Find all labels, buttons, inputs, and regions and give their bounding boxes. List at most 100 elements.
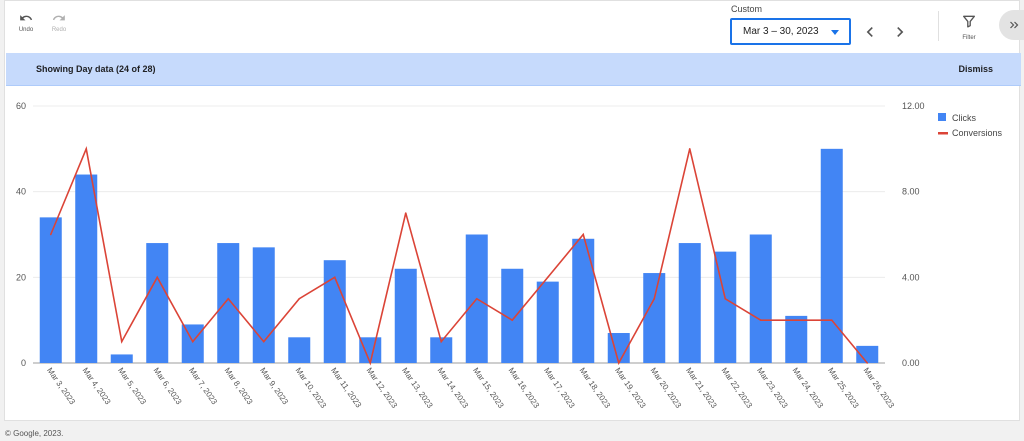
- redo-button[interactable]: Redo: [44, 11, 74, 33]
- y-left-tick-label: 0: [21, 358, 26, 368]
- x-tick-label: Mar 24, 2023: [791, 366, 826, 410]
- conversions-point: [191, 340, 194, 343]
- x-tick-label: Mar 4, 2023: [81, 366, 113, 407]
- x-tick-label: Mar 5, 2023: [116, 366, 148, 407]
- banner-message: Showing Day data (24 of 28): [36, 64, 156, 74]
- filter-label: Filter: [962, 35, 976, 41]
- chevron-right-icon: [897, 27, 904, 37]
- redo-icon: [52, 15, 65, 21]
- y-left-tick-label: 60: [16, 101, 26, 111]
- previous-period-button[interactable]: [860, 22, 880, 42]
- date-range-value: Mar 3 – 30, 2023: [743, 26, 819, 37]
- undo-button[interactable]: Undo: [11, 11, 41, 33]
- x-tick-label: Mar 22, 2023: [720, 366, 755, 410]
- x-tick-label: Mar 26, 2023: [862, 366, 897, 410]
- conversions-point: [475, 297, 478, 300]
- clicks-bar: [252, 247, 275, 363]
- legend-clicks-swatch: [938, 113, 946, 121]
- x-tick-label: Mar 15, 2023: [471, 366, 506, 410]
- x-tick-label: Mar 16, 2023: [507, 366, 542, 410]
- conversions-point: [227, 297, 230, 300]
- clicks-bar: [110, 354, 133, 363]
- conversions-point: [156, 276, 159, 279]
- x-tick-label: Mar 13, 2023: [400, 366, 435, 410]
- chevron-left-icon: [866, 27, 873, 37]
- conversions-point: [440, 340, 443, 343]
- clicks-bar: [359, 337, 382, 363]
- clicks-bar: [749, 234, 772, 363]
- conversions-point: [85, 148, 88, 150]
- dropdown-caret-icon: [831, 30, 839, 35]
- undo-label: Undo: [18, 27, 34, 33]
- clicks-bar: [288, 337, 311, 363]
- x-tick-label: Mar 10, 2023: [294, 366, 329, 410]
- y-right-tick-label: 8.00: [902, 187, 920, 197]
- x-tick-label: Mar 11, 2023: [329, 366, 363, 410]
- y-right-tick-label: 0.00: [902, 358, 920, 368]
- clicks-bar: [678, 243, 701, 363]
- x-tick-label: Mar 8, 2023: [223, 366, 255, 407]
- filter-button[interactable]: Filter: [955, 13, 983, 41]
- legend-conversions-swatch: [938, 132, 948, 135]
- conversions-point: [120, 340, 123, 343]
- y-right-tick-label: 4.00: [902, 272, 920, 282]
- clicks-bar: [75, 174, 98, 363]
- copyright-footer: © Google, 2023.: [5, 429, 64, 438]
- conversions-point: [724, 297, 727, 300]
- conversions-point: [795, 319, 798, 321]
- conversions-point: [369, 362, 372, 364]
- clicks-bar: [643, 273, 666, 363]
- y-right-tick-label: 12.00: [902, 101, 925, 111]
- clicks-bar: [572, 238, 595, 363]
- undo-icon: [20, 15, 33, 21]
- report-frame: Undo Redo Custom Mar 3 – 30, 2023 Filter…: [4, 0, 1024, 421]
- clicks-bar: [146, 243, 169, 363]
- clicks-bar: [536, 281, 559, 363]
- clicks-bar: [430, 337, 453, 363]
- clicks-bar: [501, 268, 524, 363]
- clicks-bar: [39, 217, 62, 363]
- x-tick-label: Mar 20, 2023: [649, 366, 684, 410]
- clicks-bar: [394, 268, 417, 363]
- filter-icon: [963, 15, 975, 28]
- clicks-bar: [217, 243, 240, 363]
- x-tick-label: Mar 7, 2023: [187, 366, 219, 407]
- x-tick-label: Mar 9, 2023: [258, 366, 290, 407]
- next-period-button[interactable]: [890, 22, 910, 42]
- x-tick-label: Mar 19, 2023: [613, 366, 648, 410]
- y-left-tick-label: 20: [16, 272, 26, 282]
- clicks-bar: [714, 251, 737, 363]
- conversions-point: [866, 362, 869, 364]
- x-tick-label: Mar 6, 2023: [152, 366, 184, 407]
- clicks-bar: [323, 260, 346, 363]
- conversions-point: [582, 233, 585, 236]
- conversions-line: [50, 146, 868, 366]
- date-range-type-label: Custom: [731, 4, 763, 14]
- conversions-point: [262, 340, 265, 343]
- conversions-point: [298, 297, 301, 300]
- x-tick-label: Mar 17, 2023: [542, 366, 577, 410]
- conversions-point: [617, 362, 620, 364]
- conversions-point: [404, 212, 407, 214]
- conversions-point: [688, 148, 691, 150]
- conversions-point: [511, 319, 514, 321]
- conversions-point: [653, 297, 656, 300]
- x-tick-label: Mar 3, 2023: [45, 366, 77, 407]
- clicks-bar: [820, 148, 843, 363]
- conversions-point: [333, 276, 336, 279]
- clicks-bar: [856, 345, 879, 363]
- double-chevron-right-icon: [1010, 21, 1019, 29]
- y-left-tick-label: 40: [16, 187, 26, 197]
- x-tick-label: Mar 18, 2023: [578, 366, 613, 410]
- dismiss-button[interactable]: Dismiss: [958, 64, 993, 74]
- expand-panel-button[interactable]: [999, 10, 1024, 40]
- conversions-point: [49, 233, 52, 236]
- clicks-bar: [181, 324, 204, 363]
- date-range-select[interactable]: Mar 3 – 30, 2023: [730, 18, 851, 45]
- legend-conversions-label: Conversions: [952, 128, 1003, 138]
- legend-clicks-label: Clicks: [952, 113, 976, 123]
- toolbar-divider: [938, 11, 939, 41]
- x-tick-label: Mar 23, 2023: [755, 366, 790, 410]
- x-tick-label: Mar 14, 2023: [436, 366, 471, 410]
- conversions-point: [830, 319, 833, 321]
